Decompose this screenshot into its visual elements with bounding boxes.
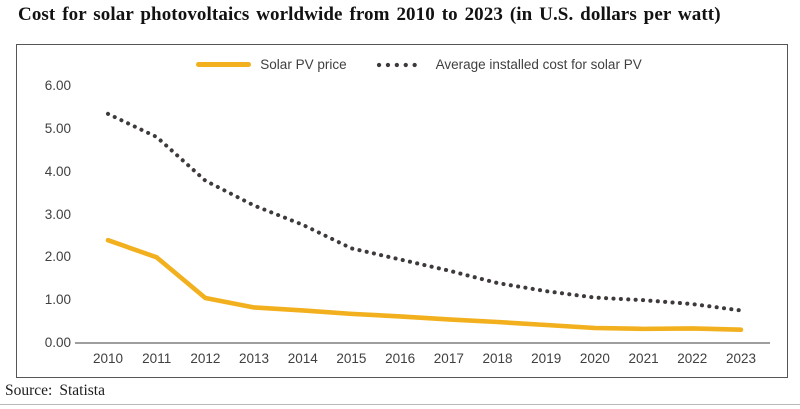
legend-label-solar-pv-price: Solar PV price bbox=[260, 57, 347, 72]
x-tick-label: 2010 bbox=[92, 351, 124, 366]
x-tick-label: 2014 bbox=[287, 351, 318, 366]
legend-label-installed-cost: Average installed cost for solar PV bbox=[435, 57, 642, 72]
x-tick-label: 2017 bbox=[433, 351, 464, 366]
plot-area bbox=[75, 111, 770, 344]
average-installed-cost-line bbox=[106, 111, 743, 313]
legend-item-solar-pv-price: Solar PV price bbox=[196, 57, 347, 72]
x-tick-label: 2011 bbox=[142, 351, 172, 366]
chart-frame: Solar PV price Average installed cost fo… bbox=[16, 44, 788, 378]
y-tick-label: 1.00 bbox=[44, 292, 71, 308]
x-tick-label: 2015 bbox=[336, 351, 367, 366]
legend: Solar PV price Average installed cost fo… bbox=[17, 57, 787, 72]
x-tick-label: 2021 bbox=[628, 351, 659, 366]
source-caption: Source: Statista bbox=[5, 382, 105, 400]
y-tick-label: 2.00 bbox=[44, 249, 71, 265]
y-tick-label: 6.00 bbox=[44, 78, 71, 94]
source-label: Source: bbox=[5, 382, 53, 399]
dotted-line-swatch-icon bbox=[376, 62, 425, 67]
x-tick-label: 2016 bbox=[385, 351, 416, 366]
x-tick-label: 2012 bbox=[190, 351, 221, 366]
y-tick-label: 4.00 bbox=[44, 163, 71, 179]
x-tick-label: 2018 bbox=[482, 351, 513, 366]
bottom-divider bbox=[0, 404, 800, 405]
x-tick-label: 2020 bbox=[579, 351, 610, 366]
source-value: Statista bbox=[59, 382, 105, 399]
legend-item-installed-cost: Average installed cost for solar PV bbox=[375, 57, 642, 72]
solid-line-swatch-icon bbox=[196, 62, 252, 67]
y-tick-label: 0.00 bbox=[44, 335, 71, 350]
x-tick-label: 2013 bbox=[239, 351, 270, 366]
x-tick-label: 2023 bbox=[725, 351, 756, 366]
x-tick-label: 2022 bbox=[677, 351, 708, 366]
solar-pv-price-line bbox=[105, 237, 744, 333]
x-tick-label: 2019 bbox=[531, 351, 562, 366]
chart-title: Cost for solar photovoltaics worldwide f… bbox=[18, 4, 721, 25]
y-tick-label: 3.00 bbox=[44, 206, 71, 222]
y-tick-label: 5.00 bbox=[44, 120, 71, 136]
